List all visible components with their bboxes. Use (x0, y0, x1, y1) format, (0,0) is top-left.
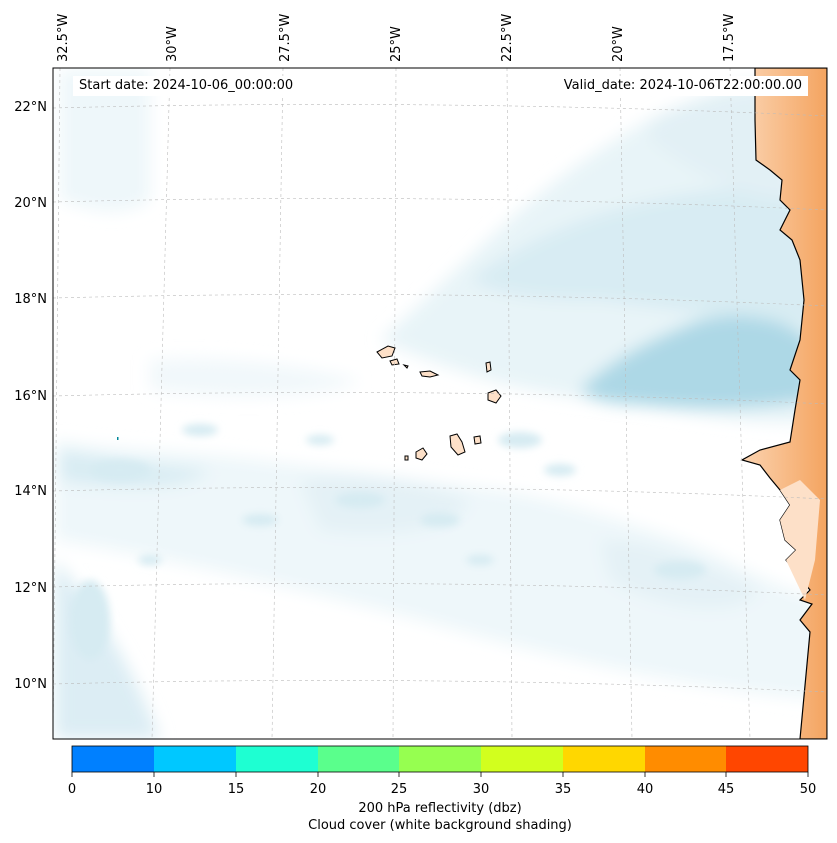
lat-label: 12°N (14, 581, 47, 596)
colorbar-tick-label: 35 (555, 782, 572, 797)
colorbar-segment (236, 746, 318, 772)
colorbar-segment (318, 746, 399, 772)
lon-label: 25°W (389, 26, 404, 62)
island-maio (473, 435, 482, 445)
island-sao-nicolau (419, 370, 440, 378)
island-sal (485, 361, 492, 373)
colorbar-segment (399, 746, 481, 772)
colorbar-tick-label: 30 (473, 782, 490, 797)
longitude-labels: 32.5°W 30°W 27.5°W 25°W 22.5°W 20°W 17.5… (56, 14, 737, 62)
colorbar-tick-label: 0 (68, 782, 76, 797)
latitude-labels: 22°N 20°N 18°N 16°N 14°N 12°N 10°N (14, 100, 47, 692)
island-santa-luzia (402, 364, 409, 369)
graticule (53, 68, 827, 739)
map-frame (52, 67, 828, 740)
island-brava (404, 455, 409, 461)
lat-label: 10°N (14, 677, 47, 692)
lat-label: 18°N (14, 292, 47, 307)
colorbar-segment (481, 746, 563, 772)
lon-label: 22.5°W (500, 14, 515, 62)
colorbar-tick-label: 25 (391, 782, 408, 797)
lat-label: 16°N (14, 389, 47, 404)
lat-label: 20°N (14, 196, 47, 211)
lon-label: 27.5°W (278, 14, 293, 62)
colorbar-tick-label: 15 (228, 782, 245, 797)
colorbar-subtitle: Cloud cover (white background shading) (308, 818, 572, 833)
tiny-marker (117, 437, 119, 440)
lon-label: 20°W (611, 26, 626, 62)
lon-label: 17.5°W (722, 14, 737, 62)
colorbar-tick-label: 10 (146, 782, 163, 797)
colorbar: 0 10 15 20 25 30 35 40 45 50 (68, 745, 817, 797)
lat-label: 22°N (14, 100, 47, 115)
island-fogo (415, 447, 428, 461)
colorbar-segment (72, 746, 154, 772)
cloud-patches (70, 424, 706, 660)
colorbar-segment (563, 746, 645, 772)
island-boa-vista (487, 389, 502, 404)
lon-label: 30°W (165, 26, 180, 62)
island-santo-antao (376, 345, 396, 359)
colorbar-segment (154, 746, 236, 772)
lon-label: 32.5°W (56, 14, 71, 62)
colorbar-title: 200 hPa reflectivity (dbz) (358, 801, 522, 816)
colorbar-segment (726, 746, 808, 772)
colorbar-tick-label: 40 (637, 782, 654, 797)
island-santiago (449, 433, 466, 456)
colorbar-segment (645, 746, 726, 772)
lat-label: 14°N (14, 484, 47, 499)
colorbar-tick-label: 45 (718, 782, 735, 797)
start-date-label: Start date: 2024-10-06_00:00:00 (73, 76, 300, 96)
cape-verde-islands (376, 345, 502, 461)
colorbar-frame (71, 745, 809, 773)
colorbar-tick-label: 20 (310, 782, 327, 797)
valid-date-label: Valid_date: 2024-10-06T22:00:00.00 (557, 76, 808, 96)
land-pale-strip (780, 480, 820, 600)
colorbar-tick-label: 50 (800, 782, 817, 797)
